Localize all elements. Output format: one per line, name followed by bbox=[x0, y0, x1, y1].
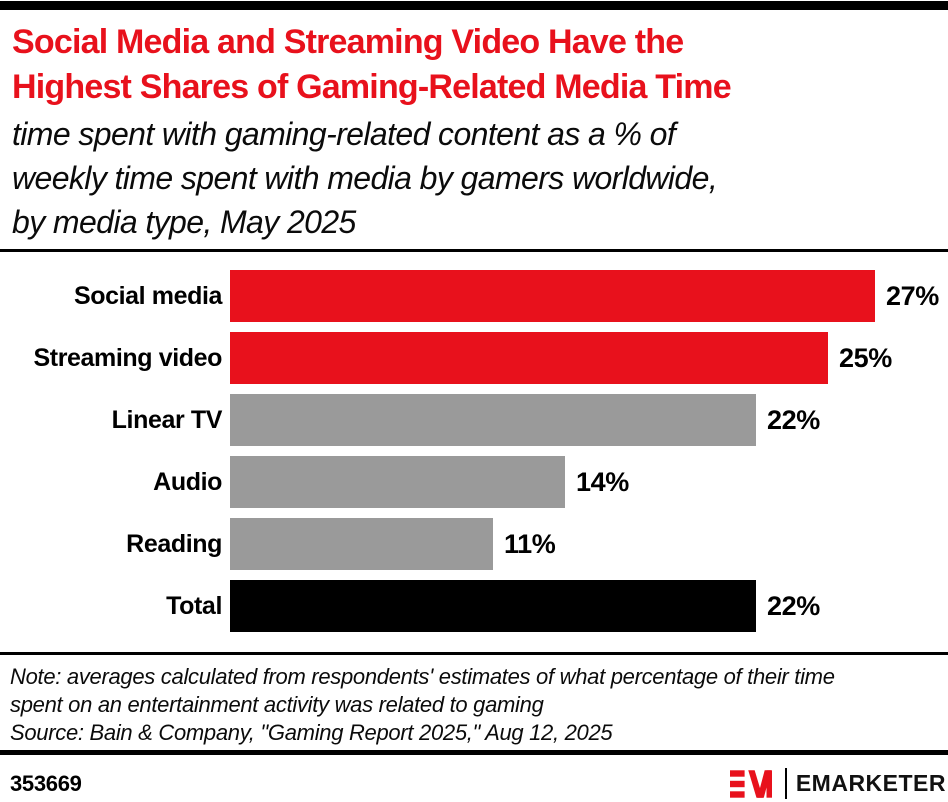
bar-row: Social media 27% bbox=[0, 270, 948, 322]
bar-category-label: Total bbox=[166, 591, 222, 620]
bar-social-media bbox=[230, 270, 875, 322]
bar-streaming-video bbox=[230, 332, 828, 384]
bar-row: Reading 11% bbox=[0, 518, 948, 570]
emarketer-logo-mark-icon bbox=[729, 769, 772, 798]
bar-reading bbox=[230, 518, 493, 570]
horizontal-bar-chart: Social media 27% Streaming video 25% Linear … bbox=[0, 270, 948, 632]
chart-bottom-rule bbox=[0, 652, 948, 655]
bar-value-label: 14% bbox=[576, 466, 629, 497]
header-divider-rule bbox=[0, 249, 948, 252]
note-text: Note: averages calculated from responden… bbox=[10, 664, 835, 717]
bar-linear-tv bbox=[230, 394, 756, 446]
source-text: Source: Bain & Company, "Gaming Report 2… bbox=[10, 720, 613, 745]
bar-row: Total 22% bbox=[0, 580, 948, 632]
bar-value-label: 27% bbox=[886, 280, 939, 311]
footer: 353669 EMARKETER bbox=[0, 767, 948, 800]
bar-category-label: Streaming video bbox=[33, 343, 223, 372]
emarketer-logo: EMARKETER bbox=[729, 768, 946, 799]
logo-separator bbox=[784, 768, 787, 799]
bar-category-label: Audio bbox=[153, 467, 222, 496]
footnote-block: Note: averages calculated from responden… bbox=[10, 663, 936, 747]
bar-value-label: 22% bbox=[767, 404, 820, 435]
bar-value-label: 25% bbox=[839, 342, 892, 373]
chart-subtitle: time spent with gaming-related content a… bbox=[12, 116, 718, 240]
chart-id: 353669 bbox=[10, 770, 82, 796]
bar-category-label: Linear TV bbox=[111, 405, 223, 434]
bar-category-label: Social media bbox=[73, 281, 222, 310]
bar-row: Linear TV 22% bbox=[0, 394, 948, 446]
footer-divider-rule bbox=[0, 750, 948, 755]
chart-title: Social Media and Streaming Video Have th… bbox=[12, 23, 732, 106]
top-border-rule bbox=[0, 1, 948, 10]
bar-audio bbox=[230, 456, 565, 508]
bar-row: Streaming video 25% bbox=[0, 332, 948, 384]
bar-total bbox=[230, 580, 756, 632]
bar-row: Audio 14% bbox=[0, 456, 948, 508]
bar-category-label: Reading bbox=[126, 529, 222, 558]
bar-value-label: 22% bbox=[767, 590, 820, 621]
bar-value-label: 11% bbox=[504, 528, 556, 559]
emarketer-wordmark: EMARKETER bbox=[795, 770, 946, 796]
